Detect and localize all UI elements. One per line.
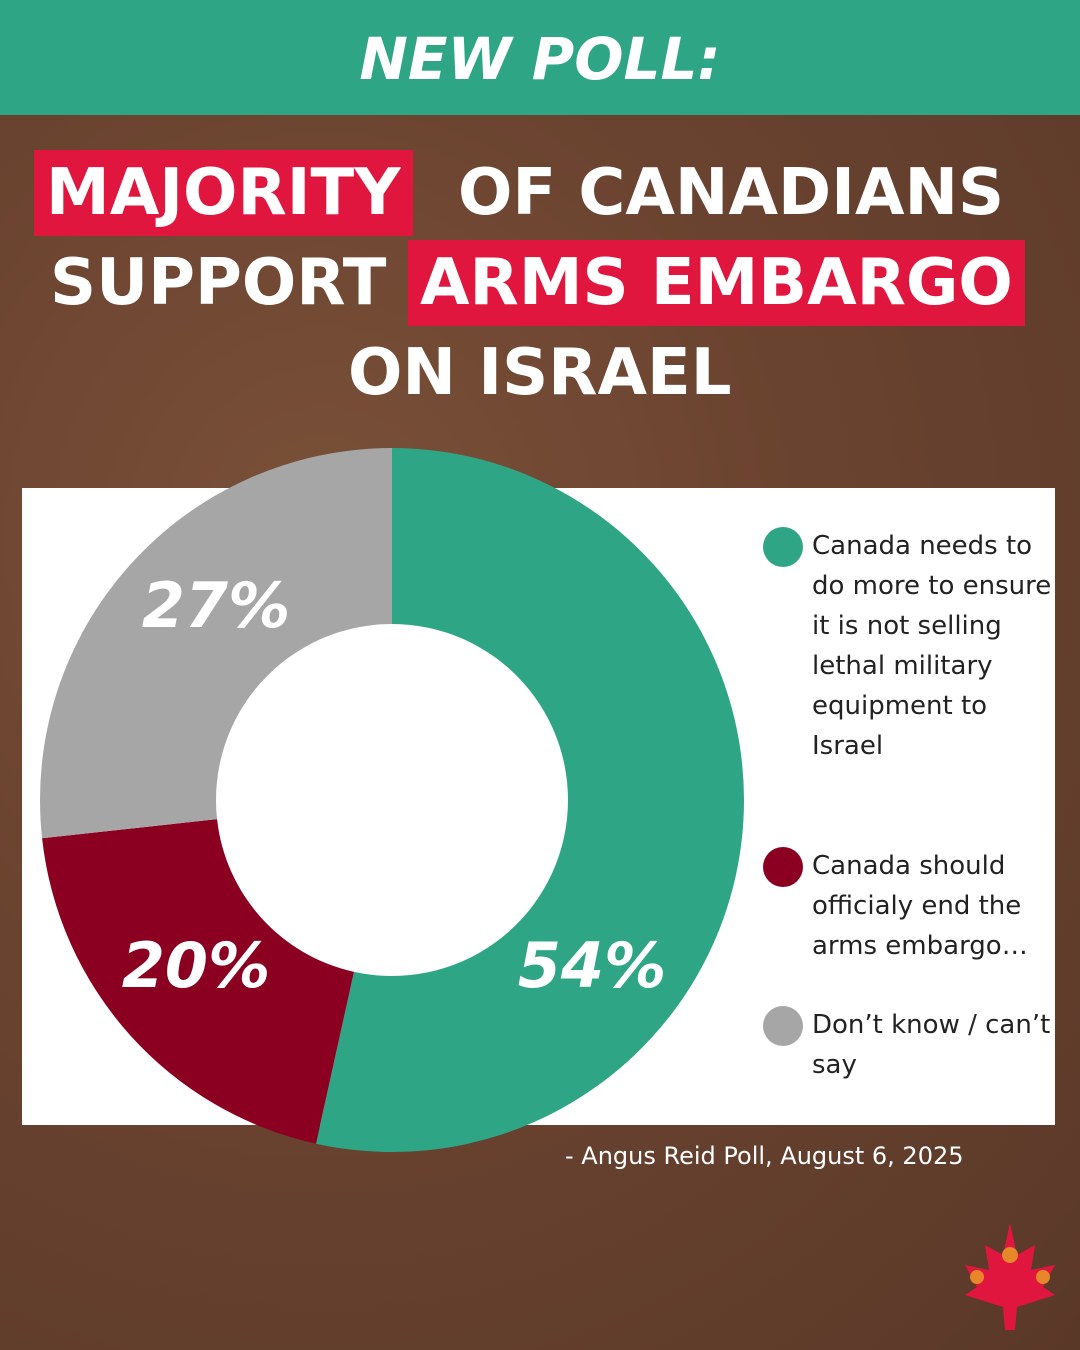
- legend-marker: [763, 847, 803, 887]
- donut-segment: [39, 448, 392, 839]
- value-label: 20%: [122, 929, 270, 1002]
- legend-marker: [763, 1006, 803, 1046]
- headline-highlight: ARMS EMBARGO: [408, 240, 1025, 326]
- legend-label: Don’t know / can’t say: [812, 1010, 1051, 1080]
- donut-segment: [315, 448, 744, 1152]
- value-label: 27%: [142, 569, 290, 642]
- banner: NEW POLL:: [0, 0, 1080, 115]
- headline-text: SUPPORT: [50, 246, 387, 320]
- value-label: 54%: [518, 929, 666, 1002]
- headline-text: ON ISRAEL: [348, 336, 732, 410]
- legend-label: Canada should officialy end the arms emb…: [812, 851, 1028, 961]
- headline-text: OF CANADIANS: [458, 156, 1005, 230]
- headline-highlight: MAJORITY: [34, 150, 413, 236]
- donut-segment: [42, 819, 354, 1144]
- legend-marker: [763, 527, 803, 567]
- source: - Angus Reid Poll, August 6, 2025: [565, 1142, 964, 1170]
- legend-label: Canada needs to do more to ensure it is …: [812, 531, 1052, 761]
- logo: [965, 1223, 1055, 1330]
